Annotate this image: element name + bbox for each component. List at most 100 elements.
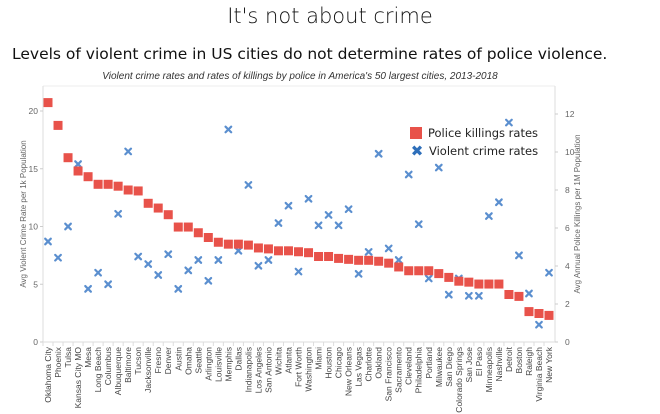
x-tick-label: Sacramento: [394, 347, 404, 393]
police-killings-point: [143, 198, 153, 208]
x-tick-label: Dallas: [233, 347, 243, 371]
x-mark-stroke: [384, 244, 393, 253]
violent-crime-point: [304, 194, 313, 203]
police-killings-point: [273, 246, 283, 256]
police-killings-point: [354, 255, 364, 265]
violent-crime-point: [294, 267, 303, 276]
police-killings-point: [434, 269, 444, 279]
violent-crime-point: [495, 198, 503, 207]
police-killings-point: [153, 203, 163, 213]
x-mark-stroke: [394, 256, 403, 264]
violent-crime-point: [545, 268, 553, 277]
police-killings-point: [534, 309, 544, 318]
legend-item-police-killings[interactable]: Police killings rates: [410, 124, 538, 142]
x-tick-label: Milwaukee: [434, 347, 444, 387]
x-mark-stroke: [374, 149, 383, 158]
x-mark-stroke: [474, 291, 483, 300]
x-icon: ✖: [410, 142, 424, 160]
violent-crime-point: [264, 256, 273, 264]
police-killings-point: [364, 255, 374, 265]
right-axis-title: Avg Annual Police Killings per 1M Popula…: [573, 134, 582, 293]
violent-crime-point: [94, 268, 103, 277]
police-killings-point: [384, 258, 394, 268]
violent-crime-point: [505, 118, 513, 127]
violent-crime-point: [224, 125, 233, 134]
x-mark-stroke: [495, 198, 503, 207]
x-tick-label: Boston: [514, 347, 524, 374]
police-killings-point: [474, 279, 484, 289]
x-mark-stroke: [224, 125, 233, 134]
police-killings-point: [314, 252, 324, 261]
x-tick-label: Albuquerque: [113, 347, 123, 395]
left-tick-label: 10: [29, 222, 39, 232]
x-tick-label: San Antonio: [263, 347, 273, 393]
violent-crime-point: [434, 163, 443, 172]
x-mark-stroke: [104, 280, 113, 289]
police-killings-point: [193, 228, 203, 238]
police-killings-point: [524, 307, 534, 317]
x-tick-label: New York: [544, 346, 554, 383]
x-tick-label: Los Angeles: [253, 347, 263, 393]
x-tick-label: Indianapolis: [243, 347, 253, 392]
x-mark-stroke: [505, 118, 513, 127]
violent-crime-point: [464, 291, 473, 300]
x-mark-stroke: [244, 181, 253, 189]
police-killings-point: [324, 252, 334, 261]
violent-crime-point: [384, 244, 393, 253]
x-tick-label: San Jose: [464, 347, 474, 383]
violent-crime-point: [114, 209, 123, 218]
x-tick-label: Colorado Springs: [454, 347, 464, 413]
violent-crime-point: [124, 147, 133, 156]
x-tick-label: Arlington: [203, 347, 213, 381]
x-mark-stroke: [364, 248, 373, 256]
x-mark-stroke: [184, 266, 193, 275]
police-killings-point: [243, 240, 253, 250]
x-tick-label: Las Vegas: [354, 347, 364, 387]
x-mark-stroke: [324, 211, 333, 219]
x-mark-stroke: [414, 220, 423, 229]
police-killings-point: [103, 179, 113, 189]
x-mark-stroke: [94, 268, 103, 277]
police-killings-point: [444, 272, 454, 282]
x-tick-label: Omaha: [183, 347, 193, 375]
x-tick-label: Columbus: [103, 347, 113, 385]
x-tick-label: Oakland: [374, 347, 384, 379]
police-killings-point: [173, 222, 183, 232]
legend-item-violent-crime[interactable]: ✖ Violent crime rates: [410, 142, 538, 160]
right-tick-label: 10: [565, 147, 575, 157]
violent-crime-point: [54, 253, 62, 262]
x-tick-label: Louisville: [213, 347, 223, 382]
violent-crime-point: [515, 251, 523, 260]
violent-crime-point: [104, 280, 113, 289]
x-tick-label: Jacksonville: [143, 347, 153, 393]
x-tick-label: Kansas City MO: [73, 347, 83, 409]
x-tick-label: Chicago: [334, 347, 344, 378]
x-mark-stroke: [434, 163, 443, 172]
x-mark-stroke: [404, 170, 413, 179]
violent-crime-point: [324, 211, 333, 219]
right-tick-label: 2: [565, 299, 570, 309]
police-killings-point: [213, 237, 223, 247]
violent-crime-point: [484, 212, 493, 221]
violent-crime-point: [474, 291, 483, 300]
left-tick-label: 20: [29, 106, 39, 116]
page-subtitle: Levels of violent crime in US cities do …: [12, 45, 608, 63]
x-tick-label: Wichita: [273, 347, 283, 375]
x-tick-label: Seattle: [193, 347, 203, 374]
police-killings-point: [504, 290, 514, 299]
police-killings-point: [123, 185, 133, 195]
x-mark-stroke: [64, 222, 72, 231]
right-tick-label: 4: [565, 261, 570, 271]
police-killings-point: [424, 266, 434, 276]
x-mark-stroke: [174, 284, 183, 293]
left-tick-label: 0: [33, 337, 38, 347]
x-tick-label: Memphis: [223, 347, 233, 381]
x-mark-stroke: [234, 246, 243, 255]
x-mark-stroke: [464, 291, 473, 300]
x-mark-stroke: [535, 320, 543, 329]
violent-crime-point: [214, 256, 223, 264]
square-icon: [410, 127, 422, 139]
x-mark-stroke: [354, 269, 363, 278]
x-mark-stroke: [74, 160, 82, 169]
police-killings-point: [73, 166, 83, 176]
